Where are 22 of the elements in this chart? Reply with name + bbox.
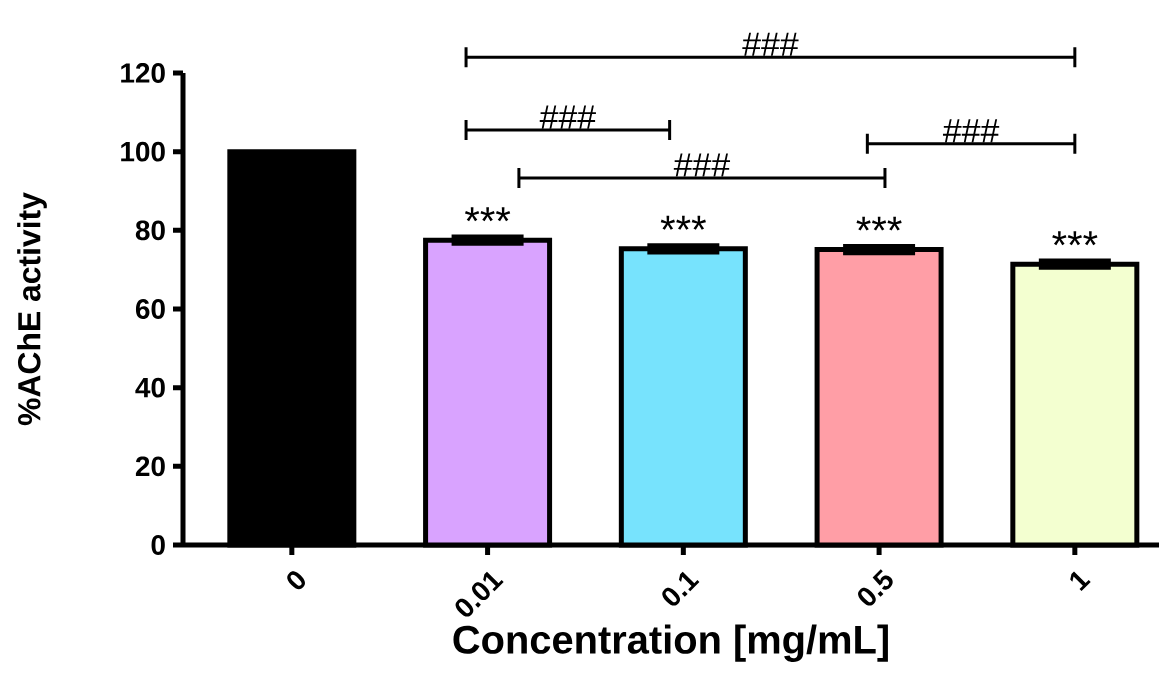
y-tick-label: 40 xyxy=(135,377,165,398)
y-tick-label: 20 xyxy=(135,456,165,477)
y-axis-title: %AChE activity xyxy=(17,192,47,426)
y-tick-label: 0 xyxy=(151,535,165,555)
annotation: *** xyxy=(660,215,706,230)
text: ### xyxy=(742,32,799,56)
y-tick-label: 120 xyxy=(121,63,165,83)
y-tick-label: 60 xyxy=(135,299,165,319)
y-tick-label: 80 xyxy=(135,220,165,241)
x-tick-label: 0.5 xyxy=(857,569,893,606)
annotation: *** xyxy=(1052,231,1098,246)
x-tick-label: 0.01 xyxy=(455,571,504,617)
annotation: ### xyxy=(673,153,731,177)
annotation: ### xyxy=(942,119,1000,143)
y-tick-label: 100 xyxy=(121,141,165,162)
annotation: *** xyxy=(464,207,511,222)
x-axis-title: Concentration [mg/mL] xyxy=(453,624,888,662)
annotation: ### xyxy=(539,105,596,129)
x-tick-label: 0.1 xyxy=(662,571,700,606)
x-tick-label: 0 xyxy=(287,571,305,590)
x-tick-label: 1 xyxy=(1070,571,1091,592)
annotation: *** xyxy=(856,216,902,231)
